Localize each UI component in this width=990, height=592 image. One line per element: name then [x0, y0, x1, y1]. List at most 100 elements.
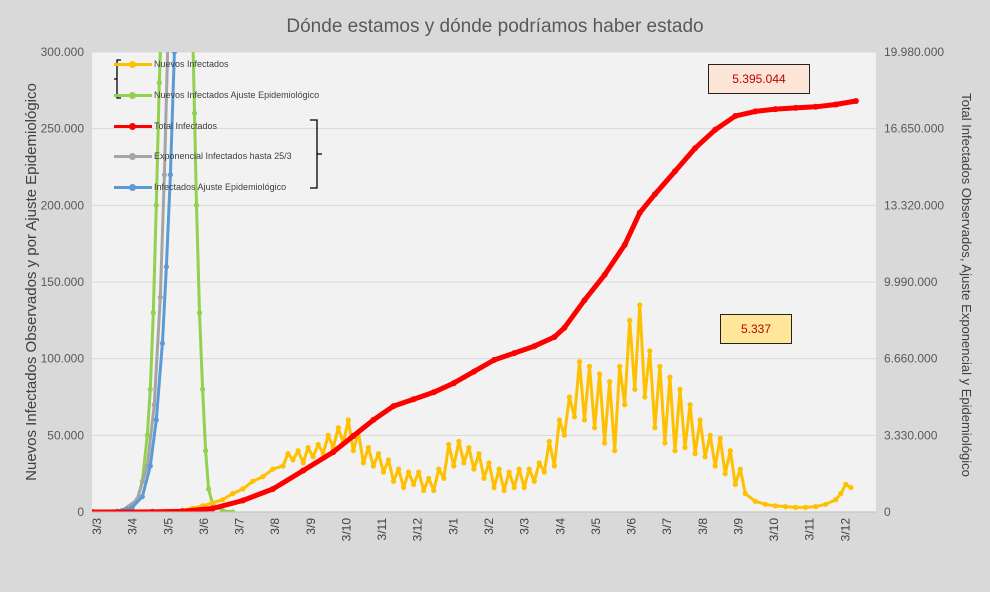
- series-point-0: [456, 438, 462, 445]
- y-right-tick-label: 3.330.000: [884, 428, 938, 442]
- series-point-0: [637, 302, 643, 308]
- series-point-0: [270, 466, 276, 472]
- series-point-0: [556, 417, 563, 423]
- series-point-1: [203, 448, 209, 454]
- series-point-0: [240, 486, 246, 492]
- series-point-0: [385, 457, 392, 463]
- series-point-2: [752, 108, 759, 115]
- series-point-2: [561, 324, 568, 331]
- series-point-0: [300, 460, 306, 466]
- series-point-2: [732, 113, 739, 119]
- series-point-0: [833, 497, 839, 503]
- series-layer: [92, 52, 859, 512]
- series-point-4: [147, 463, 153, 469]
- series-point-0: [295, 448, 301, 454]
- series-point-0: [370, 463, 376, 469]
- x-tick-label: 3/5: [161, 518, 175, 535]
- series-point-0: [416, 469, 422, 475]
- series-point-2: [330, 449, 337, 456]
- grid-layer: [92, 51, 876, 436]
- series-point-2: [672, 168, 678, 175]
- series-point-0: [260, 474, 266, 480]
- series-point-0: [581, 417, 588, 423]
- legend-swatch-nuevos: [114, 60, 152, 68]
- series-point-0: [742, 491, 748, 497]
- legend-bracket-right: [310, 119, 322, 189]
- x-tick-label: 3/7: [233, 518, 247, 535]
- series-point-0: [566, 394, 573, 400]
- series-point-4: [159, 340, 165, 346]
- series-point-0: [406, 469, 412, 475]
- x-tick-label: 3/10: [339, 518, 353, 542]
- series-point-0: [571, 414, 578, 420]
- series-point-2: [636, 209, 643, 216]
- series-point-4: [171, 52, 177, 55]
- legend-item-nuevos-ajuste: Nuevos Infectados Ajuste Epidemiológico: [114, 89, 319, 101]
- legend-label-infectados-ajuste: Infectados Ajuste Epidemiológico: [154, 182, 287, 192]
- series-point-1: [153, 202, 159, 208]
- series-point-0: [446, 441, 452, 448]
- legend-brackets: [114, 59, 322, 189]
- series-point-0: [647, 348, 653, 354]
- x-tick-label: 3/8: [696, 518, 710, 535]
- series-point-0: [441, 475, 447, 481]
- annotation-total-value: 5.395.044: [708, 64, 810, 94]
- series-point-0: [597, 371, 603, 377]
- series-point-0: [436, 466, 442, 472]
- legend-item-nuevos: Nuevos Infectados: [114, 58, 229, 70]
- series-point-0: [506, 469, 512, 475]
- y-right-tick-label: 9.990.000: [884, 275, 938, 289]
- series-point-0: [360, 460, 366, 466]
- series-point-1: [191, 110, 198, 116]
- series-point-0: [737, 466, 743, 472]
- series-point-0: [511, 484, 517, 491]
- x-tick-label: 3/12: [411, 518, 425, 542]
- legend-item-exponencial: Exponencial Infectados hasta 25/3: [114, 150, 292, 162]
- series-point-0: [772, 503, 779, 509]
- series-point-0: [516, 466, 522, 472]
- series-point-0: [411, 481, 417, 487]
- series-point-4: [139, 494, 145, 500]
- series-point-0: [345, 417, 351, 423]
- x-tick-label: 3/8: [268, 518, 282, 535]
- legend-swatch-total: [114, 122, 152, 130]
- series-point-0: [521, 484, 527, 491]
- x-tick-label: 3/4: [126, 518, 140, 535]
- series-point-0: [401, 484, 407, 491]
- legend-swatch-nuevos-ajuste: [114, 91, 152, 99]
- series-point-1: [144, 432, 150, 438]
- series-point-2: [209, 505, 216, 512]
- series-point-1: [150, 310, 156, 316]
- series-point-0: [536, 460, 542, 466]
- series-point-0: [481, 475, 487, 481]
- series-point-0: [531, 478, 537, 484]
- series-point-0: [782, 504, 789, 510]
- series-point-0: [707, 432, 713, 438]
- series-point-0: [501, 487, 507, 494]
- series-point-0: [546, 438, 552, 445]
- y-right-axis-label: Total Infectados Observados, Ajuste Expo…: [959, 93, 974, 477]
- series-point-2: [370, 416, 377, 423]
- series-point-2: [511, 350, 518, 357]
- series-point-4: [167, 172, 173, 178]
- series-point-2: [812, 103, 819, 110]
- series-point-2: [92, 509, 95, 512]
- series-point-2: [531, 343, 538, 350]
- y-right-tick-label: 0: [884, 505, 891, 519]
- series-point-0: [250, 478, 256, 484]
- series-point-2: [430, 389, 437, 396]
- series-point-0: [687, 402, 693, 408]
- legend-label-total: Total Infectados: [154, 121, 218, 131]
- legend-item-total: Total Infectados: [114, 120, 217, 132]
- series-point-0: [451, 463, 457, 469]
- series-point-0: [652, 425, 658, 431]
- series-point-0: [586, 363, 593, 369]
- series-point-0: [602, 440, 608, 446]
- y-left-tick-label: 250.000: [41, 122, 85, 136]
- series-point-2: [450, 380, 457, 387]
- series-point-2: [300, 467, 307, 474]
- series-point-0: [617, 363, 623, 369]
- series-point-0: [526, 466, 532, 472]
- series-point-2: [581, 297, 588, 304]
- legend-swatch-exponencial: [114, 152, 152, 160]
